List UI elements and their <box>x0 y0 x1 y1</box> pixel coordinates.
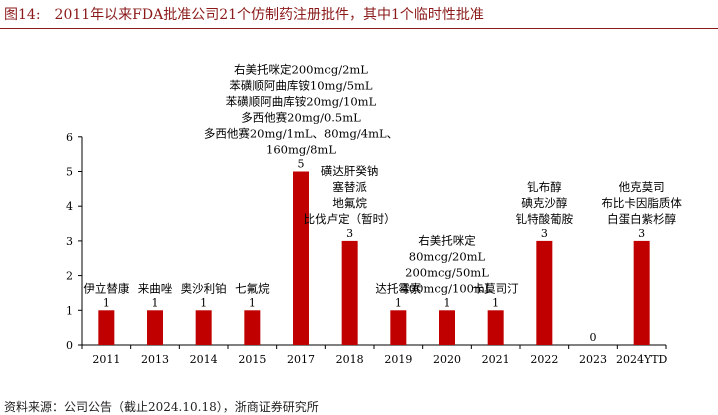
bar <box>98 310 115 345</box>
bar-annotation: 右美托咪定200mcg/2mL <box>234 63 368 77</box>
bar-annotation: 布比卡因脂质体 <box>601 196 682 210</box>
bar <box>390 310 407 345</box>
figure-number: 图14: <box>4 7 41 23</box>
bar-annotation: 七氟烷 <box>235 281 270 295</box>
data-label: 1 <box>395 296 402 309</box>
bar <box>293 171 309 345</box>
source-note: 资料来源：公司公告（截止2024.10.18），浙商证券研究所 <box>4 400 319 414</box>
bar <box>341 240 358 345</box>
y-tick-label: 1 <box>66 304 73 317</box>
bar-annotation: 来曲唑 <box>138 281 173 295</box>
bar-annotation: 比伐卢定（暂时） <box>304 212 396 226</box>
data-label: 1 <box>249 296 256 309</box>
data-label: 1 <box>152 296 159 309</box>
y-tick-label: 3 <box>66 235 73 248</box>
bar-annotation: 苯磺顺阿曲库铵10mg/5mL <box>229 79 372 93</box>
bar-annotation: 200mcg/50mL <box>405 265 489 279</box>
bar-annotation: 他克莫司 <box>619 180 665 194</box>
figure-title-text: 2011年以来FDA批准公司21个仿制药注册批件，其中1个临时性批准 <box>54 7 484 23</box>
bar <box>487 310 504 345</box>
bar-annotation: 白蛋白紫杉醇 <box>607 212 676 226</box>
bar <box>536 240 553 345</box>
bar-annotation: 苯磺顺阿曲库铵20mg/10mL <box>226 95 377 109</box>
data-label: 3 <box>541 227 548 240</box>
data-label: 5 <box>298 158 305 171</box>
bar-annotation: 钆特酸葡胺 <box>516 212 574 226</box>
bar-annotation: 右美托咪定 <box>418 233 476 247</box>
bar-annotation: 磺达肝癸钠 <box>321 164 379 178</box>
x-tick-label: 2015 <box>238 353 266 366</box>
data-label: 1 <box>103 296 110 309</box>
bar <box>439 310 455 345</box>
x-tick-label: 2021 <box>482 353 510 366</box>
x-tick-label: 2011 <box>92 353 120 366</box>
y-tick-label: 5 <box>66 166 73 179</box>
bar-annotation: 达托霉素 <box>375 281 421 295</box>
bar <box>147 310 163 345</box>
y-tick-label: 6 <box>66 131 73 144</box>
x-tick-label: 2018 <box>336 353 364 366</box>
data-label: 1 <box>200 296 207 309</box>
bar-annotation: 塞替派 <box>332 180 367 194</box>
data-label: 1 <box>444 296 451 309</box>
bar <box>633 240 650 345</box>
x-tick-label: 2020 <box>433 353 461 366</box>
x-tick-label: 2019 <box>384 353 412 366</box>
y-tick-label: 2 <box>66 270 73 283</box>
bar-annotation: 奥沙利铂 <box>181 281 227 295</box>
bar-annotation: 碘克沙醇 <box>521 196 567 210</box>
bar-annotation: 钆布醇 <box>527 180 562 194</box>
bar-annotation: 多西他赛20mg/1mL、80mg/4mL、 <box>204 127 398 141</box>
bar-annotation: 地氟烷 <box>332 196 367 210</box>
x-tick-label: 2024YTD <box>616 353 668 366</box>
bar <box>195 310 212 345</box>
data-label: 0 <box>590 331 597 344</box>
y-tick-label: 4 <box>66 200 73 213</box>
bar-annotation: 卡莫司汀 <box>473 281 519 295</box>
title-divider <box>0 28 718 29</box>
bar-annotation: 伊立替康 <box>83 281 129 295</box>
y-tick-label: 0 <box>66 339 73 352</box>
x-tick-label: 2013 <box>141 353 169 366</box>
bar-annotation: 400mcg/100mL <box>401 281 492 295</box>
bar <box>244 310 261 345</box>
bar-annotation: 160mg/8mL <box>266 143 336 157</box>
data-label: 3 <box>346 227 353 240</box>
data-label: 3 <box>638 227 645 240</box>
data-label: 1 <box>492 296 499 309</box>
bar-annotation: 多西他赛20mg/0.5mL <box>241 111 361 125</box>
bar-annotation: 80mcg/20mL <box>409 249 486 263</box>
x-tick-label: 2022 <box>530 353 558 366</box>
x-tick-label: 2017 <box>287 353 315 366</box>
figure-title: 图14: 2011年以来FDA批准公司21个仿制药注册批件，其中1个临时性批准 <box>4 4 484 24</box>
x-tick-label: 2014 <box>190 353 218 366</box>
x-tick-label: 2023 <box>579 353 607 366</box>
